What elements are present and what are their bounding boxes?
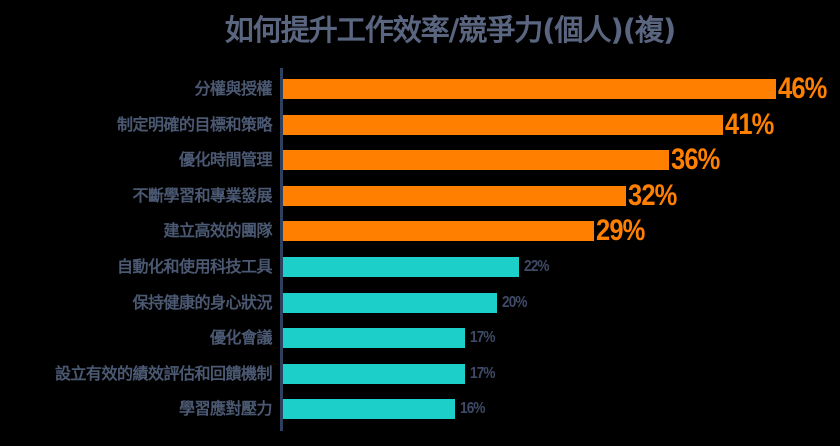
category-label: 分權與授權	[194, 79, 272, 98]
category-label: 優化時間管理	[178, 150, 273, 170]
value-label: 17%	[470, 329, 496, 347]
value-label: 16%	[460, 400, 486, 418]
chart-title: 如何提升工作效率/競爭力(個人)(複)	[224, 13, 677, 47]
bar-row: 不斷學習和專業發展 32%	[0, 178, 840, 214]
value-label: 22%	[524, 258, 550, 275]
bar	[283, 150, 669, 171]
category-label: 保持健康的身心狀況	[132, 292, 272, 312]
bar	[283, 328, 465, 349]
category-label: 優化會議	[209, 328, 273, 348]
value-label: 17%	[470, 364, 496, 382]
category-label: 制定明確的目標和策略	[116, 114, 273, 134]
value-label: 46%	[778, 72, 827, 105]
bar	[283, 79, 776, 99]
value-label: 41%	[725, 107, 774, 141]
category-label: 設立有效的績效評估和回饋機制	[54, 363, 273, 383]
bar	[283, 257, 519, 277]
value-label: 36%	[671, 143, 720, 177]
bar-row: 建立高效的團隊 29%	[0, 213, 840, 249]
bar-row: 制定明確的目標和策略 41%	[0, 107, 840, 143]
bar-row: 設立有效的績效評估和回饋機制 17%	[0, 356, 840, 392]
bar-row: 優化會議 17%	[0, 320, 840, 356]
value-label: 20%	[502, 293, 528, 311]
bar-row: 自動化和使用科技工具 22%	[0, 249, 840, 285]
bar-row: 保持健康的身心狀況 20%	[0, 285, 840, 321]
value-label: 29%	[596, 214, 645, 248]
bar-row: 學習應對壓力 16%	[0, 391, 840, 427]
category-label: 學習應對壓力	[178, 399, 273, 419]
bar	[283, 399, 455, 420]
category-label: 建立高效的團隊	[163, 221, 272, 241]
bar	[283, 185, 626, 206]
value-label: 32%	[628, 178, 677, 212]
y-axis-line	[280, 68, 283, 431]
bar	[283, 114, 723, 135]
bar	[283, 363, 465, 384]
bar	[283, 221, 594, 242]
category-label: 不斷學習和專業發展	[132, 185, 272, 205]
bar-row: 優化時間管理 36%	[0, 142, 840, 178]
category-label: 自動化和使用科技工具	[116, 257, 273, 276]
bar	[283, 292, 497, 313]
bar-row: 分權與授權 46%	[0, 71, 840, 107]
